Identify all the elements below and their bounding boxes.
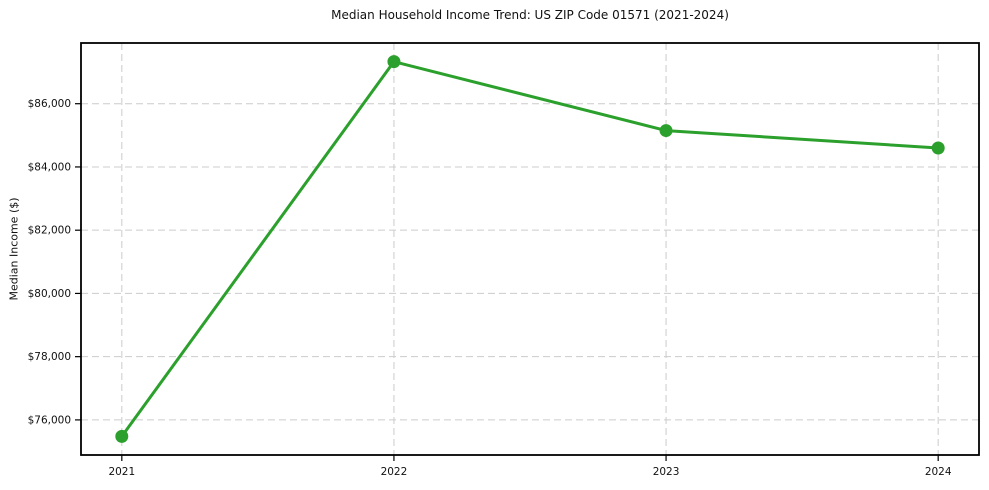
y-tick-label: $78,000 bbox=[28, 351, 71, 363]
x-tick-label: 2022 bbox=[381, 466, 408, 478]
axis-layer bbox=[75, 42, 980, 461]
line-series bbox=[115, 55, 945, 443]
y-tick-label: $76,000 bbox=[28, 414, 71, 426]
y-tick-label: $86,000 bbox=[28, 98, 71, 110]
y-tick-label: $80,000 bbox=[28, 288, 71, 300]
y-tick-label: $84,000 bbox=[28, 161, 71, 173]
plot-border bbox=[80, 42, 980, 456]
data-point-marker bbox=[659, 124, 673, 138]
chart-title: Median Household Income Trend: US ZIP Co… bbox=[331, 8, 729, 22]
grid-layer bbox=[81, 43, 979, 455]
x-tick-label: 2023 bbox=[653, 466, 680, 478]
trend-line bbox=[120, 60, 940, 438]
data-point-marker bbox=[931, 141, 945, 155]
data-point-marker bbox=[387, 55, 401, 69]
y-axis-label: Median Income ($) bbox=[7, 197, 21, 301]
x-tick-label: 2021 bbox=[108, 466, 135, 478]
x-tick-label: 2024 bbox=[925, 466, 952, 478]
data-point-marker bbox=[115, 429, 129, 443]
y-tick-label: $82,000 bbox=[28, 225, 71, 237]
tick-label-layer: $76,000 $78,000 $80,000 $82,000 $84,000 $86,0… bbox=[28, 98, 952, 478]
